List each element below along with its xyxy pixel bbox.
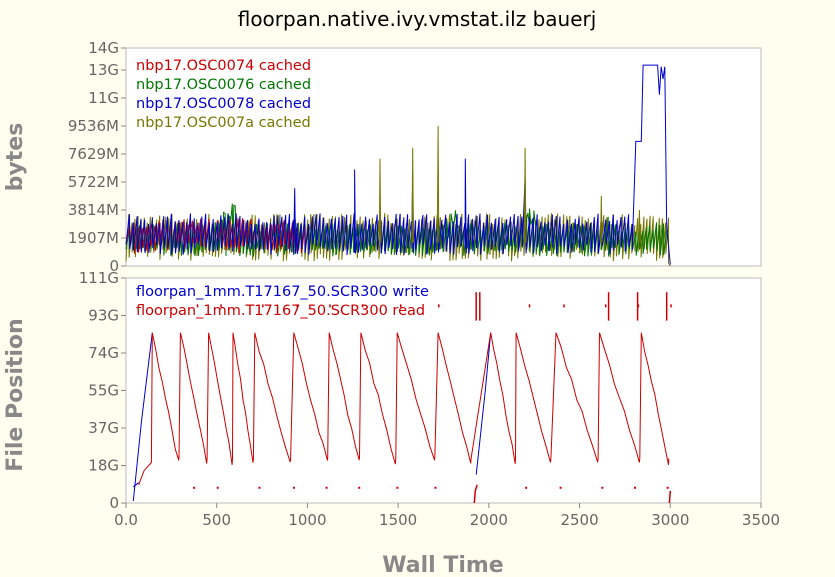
read-dot (220, 304, 222, 308)
write-detail (132, 482, 140, 488)
read-dot (601, 486, 604, 489)
bottom-y-tick-label: 18G (88, 457, 119, 475)
top-series-lines (125, 64, 671, 267)
x-tick-label: 3500 (742, 511, 780, 529)
bottom-series-lines (132, 292, 672, 504)
legend-entry: nbp17.OSC007a cached (136, 115, 311, 131)
bottom-axis-ticks: 0 18G 37G 55G 74G 93G 111G 0.0 500 1000 1500 2000 25… (79, 269, 780, 529)
read-dot (296, 304, 299, 308)
legend-entry: nbp17.OSC0074 cached (136, 58, 311, 74)
top-y-tick-label: 13G (88, 61, 119, 79)
bottom-y-tick-label: 111G (79, 269, 119, 287)
top-y-tick-label: 11G (88, 89, 119, 107)
read-dot (258, 486, 261, 489)
bottom-y-tick-label: 74G (88, 344, 119, 362)
read-dot (528, 304, 531, 308)
top-y-tick-label: 1907M (68, 229, 119, 247)
read-dot (666, 486, 669, 489)
read-dot (292, 486, 295, 489)
read-sawtooth (138, 332, 670, 485)
series-spike-osc007a (638, 209, 641, 243)
top-y-tick-label: 7629M (68, 145, 119, 163)
x-tick-label: 3000 (651, 511, 689, 529)
read-dot (559, 486, 562, 489)
read-dot (399, 304, 402, 308)
x-tick-label: 500 (202, 511, 231, 529)
series-spike-osc007a (378, 158, 382, 243)
read-dot (329, 304, 331, 308)
read-dot (396, 486, 399, 489)
top-y-tick-label: 3814M (68, 201, 119, 219)
chart-title: floorpan.native.ivy.vmstat.ilz bauerj (238, 7, 597, 31)
series-spike-osc007a (436, 125, 440, 243)
top-axis-ticks: 0 1907M 3814M 5722M 7629M 9536M 11G 13G 14G (68, 39, 126, 275)
read-dot (196, 304, 199, 308)
series-spike-osc007a (523, 147, 527, 243)
bottom-plot-area (125, 277, 762, 504)
series-line-osc0078 (125, 64, 671, 265)
bottom-y-tick-label: 0 (109, 494, 119, 512)
series-spike-osc007a (600, 195, 603, 243)
read-dot (604, 304, 607, 308)
top-y-tick-label: 5722M (68, 173, 119, 191)
top-y-tick-label: 9536M (68, 117, 119, 135)
read-dot (216, 486, 219, 489)
bottom-y-axis-label: File Position (3, 318, 28, 471)
top-y-tick-label: 14G (88, 39, 119, 57)
read-detail (473, 484, 478, 504)
top-y-axis-label: bytes (3, 123, 28, 192)
x-tick-label: 2000 (470, 511, 508, 529)
bottom-y-tick-label: 55G (88, 382, 119, 400)
read-dot (438, 304, 440, 308)
series-line-osc0076 (125, 203, 668, 257)
bottom-y-tick-label: 37G (88, 419, 119, 437)
read-dot (634, 486, 636, 489)
read-dot (262, 304, 264, 308)
read-dot (637, 304, 640, 308)
write-ramp (132, 332, 153, 502)
read-dot (670, 304, 672, 308)
read-dot (358, 486, 361, 489)
bottom-y-tick-label: 93G (88, 307, 119, 325)
read-dot (361, 304, 364, 308)
x-tick-label: 0.0 (114, 511, 138, 529)
legend-entry: floorpan_1mm.T17167_50.SCR300 write (136, 284, 429, 300)
write-ramp (475, 332, 492, 475)
x-tick-label: 1500 (379, 511, 417, 529)
top-legend: nbp17.OSC0074 cached nbp17.OSC0076 cached… (136, 58, 311, 131)
x-tick-label: 2500 (560, 511, 598, 529)
series-spike-osc007a (411, 147, 414, 243)
read-detail (668, 490, 672, 504)
x-axis-label: Wall Time (382, 553, 503, 577)
top-y-tick-label: 0 (109, 257, 119, 275)
read-dot (193, 486, 196, 489)
read-dot (563, 304, 565, 308)
bottom-legend: floorpan_1mm.T17167_50.SCR300 write floor… (136, 284, 429, 319)
read-dot (434, 486, 437, 489)
read-dot (325, 486, 328, 489)
x-tick-label: 1000 (288, 511, 326, 529)
read-dot (525, 486, 528, 489)
legend-entry: nbp17.OSC0076 cached (136, 77, 311, 93)
legend-entry: nbp17.OSC0078 cached (136, 96, 311, 112)
legend-entry: floorpan_1mm.T17167_50.SCR300 read (136, 303, 425, 319)
